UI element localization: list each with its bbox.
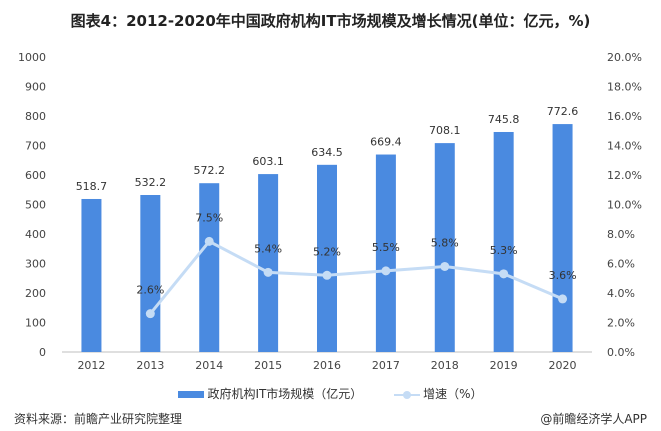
y-left-tick-label: 100 xyxy=(25,317,46,330)
bar xyxy=(434,143,455,352)
bar-data-label: 572.2 xyxy=(193,164,225,177)
credit: @前瞻经济学人APP xyxy=(540,412,647,426)
bar xyxy=(317,164,337,352)
source-note: 资料来源：前瞻产业研究院整理 xyxy=(14,412,183,426)
bar xyxy=(258,174,279,352)
bar xyxy=(81,198,102,352)
x-tick-label: 2014 xyxy=(195,359,223,372)
bar-data-label: 518.7 xyxy=(76,180,108,193)
y-right-tick-label: 4.0% xyxy=(607,287,635,300)
y-left-tick-label: 300 xyxy=(25,258,46,271)
bar-data-label: 708.1 xyxy=(429,124,461,137)
line-data-label: 7.5% xyxy=(195,211,223,224)
bar xyxy=(140,195,161,352)
legend-item-line: 增速（%） xyxy=(394,385,483,402)
x-tick-label: 2020 xyxy=(549,359,577,372)
x-tick-label: 2019 xyxy=(490,359,518,372)
y-left-tick-label: 900 xyxy=(25,81,46,94)
legend-line-label: 增速（%） xyxy=(423,387,483,401)
legend-item-bar: 政府机构IT市场规模（亿元） xyxy=(178,385,362,402)
x-tick-label: 2017 xyxy=(372,359,400,372)
x-tick-label: 2012 xyxy=(77,359,105,372)
y-right-tick-label: 20.0% xyxy=(607,51,642,64)
growth-point xyxy=(263,267,273,277)
y-right-tick-label: 2.0% xyxy=(607,317,635,330)
bar xyxy=(375,154,396,352)
legend-bar-swatch xyxy=(178,391,205,398)
line-data-label: 2.6% xyxy=(136,284,164,297)
y-right-tick-label: 8.0% xyxy=(607,228,635,241)
line-data-label: 3.6% xyxy=(549,269,577,282)
bar-data-label: 634.5 xyxy=(311,146,343,159)
line-data-label: 5.2% xyxy=(313,245,341,258)
bar-data-label: 772.6 xyxy=(547,105,579,118)
y-right-tick-label: 14.0% xyxy=(607,140,642,153)
y-left-tick-label: 700 xyxy=(25,140,46,153)
legend: 政府机构IT市场规模（亿元） 增速（%） xyxy=(0,385,661,402)
growth-point xyxy=(145,309,155,319)
y-left-tick-label: 400 xyxy=(25,228,46,241)
growth-point xyxy=(440,261,450,271)
growth-point xyxy=(381,266,391,276)
y-left-tick-label: 1000 xyxy=(18,51,46,64)
line-data-label: 5.4% xyxy=(254,242,282,255)
bar xyxy=(199,183,220,352)
line-data-label: 5.8% xyxy=(431,236,459,249)
y-right-tick-label: 10.0% xyxy=(607,199,642,212)
line-data-label: 5.3% xyxy=(490,244,518,257)
growth-point xyxy=(322,270,332,280)
x-tick-label: 2013 xyxy=(136,359,164,372)
legend-line-swatch xyxy=(394,390,421,399)
y-left-tick-label: 800 xyxy=(25,110,46,123)
x-tick-label: 2016 xyxy=(313,359,341,372)
x-tick-label: 2018 xyxy=(431,359,459,372)
y-right-tick-label: 16.0% xyxy=(607,110,642,123)
y-left-tick-label: 500 xyxy=(25,199,46,212)
bar xyxy=(493,131,514,352)
y-right-tick-label: 0.0% xyxy=(607,346,635,359)
bar-data-label: 603.1 xyxy=(252,155,284,168)
y-left-tick-label: 0 xyxy=(39,346,46,359)
y-right-tick-label: 6.0% xyxy=(607,258,635,271)
growth-point xyxy=(204,236,214,246)
y-right-tick-label: 12.0% xyxy=(607,169,642,182)
legend-bar-label: 政府机构IT市场规模（亿元） xyxy=(207,387,363,401)
bar-data-label: 532.2 xyxy=(135,176,167,189)
y-left-tick-label: 600 xyxy=(25,169,46,182)
line-data-label: 5.5% xyxy=(372,241,400,254)
y-right-tick-label: 18.0% xyxy=(607,81,642,94)
bar-data-label: 669.4 xyxy=(370,136,402,149)
growth-point xyxy=(558,294,568,304)
bar xyxy=(552,124,573,352)
bar-data-label: 745.8 xyxy=(488,113,520,126)
x-tick-label: 2015 xyxy=(254,359,282,372)
growth-line xyxy=(149,239,564,315)
growth-point xyxy=(499,269,509,279)
y-left-tick-label: 200 xyxy=(25,287,46,300)
chart-title: 图表4：2012-2020年中国政府机构IT市场规模及增长情况(单位：亿元，%) xyxy=(70,12,591,30)
